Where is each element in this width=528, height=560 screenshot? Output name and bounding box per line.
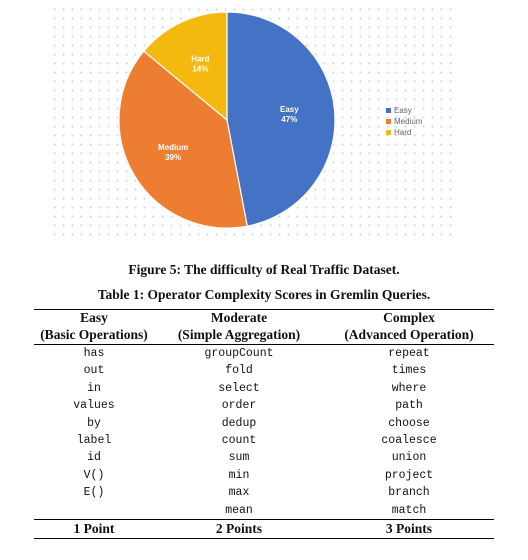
cell-easy-operator: in bbox=[87, 381, 101, 395]
slice-percent-hard: 14% bbox=[192, 64, 208, 73]
cell-complex-operator: project bbox=[384, 468, 434, 482]
cell-moderate-operator: sum bbox=[228, 451, 250, 465]
cell-moderate-operator: min bbox=[228, 468, 250, 482]
cell-complex-operator: choose bbox=[388, 416, 430, 430]
cell-easy-operator: label bbox=[76, 434, 112, 448]
cell-moderate-operator: groupCount bbox=[204, 347, 274, 360]
operator-complexity-table: Easy Moderate Complex (Basic Operations)… bbox=[34, 309, 494, 540]
table-row: label count coalesce bbox=[34, 432, 494, 449]
slice-percent-easy: 47% bbox=[281, 115, 297, 124]
cell-moderate-operator: max bbox=[228, 486, 250, 500]
legend-label-medium: Medium bbox=[394, 117, 423, 126]
pie-slice-hard bbox=[142, 11, 228, 122]
footer-easy-points: 1 Point bbox=[34, 519, 154, 540]
cell-complex-operator: union bbox=[391, 451, 427, 465]
cell-moderate-operator: dedup bbox=[221, 416, 257, 430]
pie-slices bbox=[118, 11, 336, 229]
subheader-complex: (Advanced Operation) bbox=[324, 326, 494, 345]
cell-easy-operator: V() bbox=[83, 468, 105, 482]
header-complex: Complex bbox=[324, 309, 494, 326]
slice-percent-medium: 39% bbox=[165, 153, 181, 162]
table-header-row: Easy Moderate Complex bbox=[34, 309, 494, 326]
table-row: out fold times bbox=[34, 362, 494, 379]
cell-moderate-operator: mean bbox=[225, 503, 253, 517]
cell-complex-operator: path bbox=[395, 399, 423, 413]
legend-label-easy: Easy bbox=[394, 106, 412, 115]
cell-easy-operator: id bbox=[87, 451, 101, 465]
table-subheader-row: (Basic Operations) (Simple Aggregation) … bbox=[34, 326, 494, 345]
cell-easy-operator: out bbox=[83, 364, 105, 378]
table-body: has groupCount repeat out fold times in select w… bbox=[34, 345, 494, 520]
legend-label-hard: Hard bbox=[394, 128, 411, 137]
table-row: has groupCount repeat bbox=[34, 345, 494, 363]
pie-slice-medium bbox=[118, 50, 248, 229]
cell-moderate-operator: fold bbox=[225, 364, 253, 378]
cell-complex-operator: repeat bbox=[388, 347, 430, 360]
pie-slice-easy bbox=[226, 11, 336, 227]
footer-moderate-points: 2 Points bbox=[154, 519, 324, 540]
table-row: E() max branch bbox=[34, 484, 494, 501]
header-moderate: Moderate bbox=[154, 309, 324, 326]
slice-label-medium: Medium bbox=[158, 143, 188, 152]
table-footer-row: 1 Point 2 Points 3 Points bbox=[34, 519, 494, 540]
slice-label-hard: Hard bbox=[191, 54, 209, 63]
subheader-easy: (Basic Operations) bbox=[34, 326, 154, 345]
chart-legend: Easy Medium Hard bbox=[386, 106, 423, 137]
cell-complex-operator: coalesce bbox=[381, 434, 437, 448]
table-row: by dedup choose bbox=[34, 415, 494, 432]
cell-easy-operator: values bbox=[73, 399, 115, 413]
table-row: V() min project bbox=[34, 467, 494, 484]
header-easy: Easy bbox=[34, 309, 154, 326]
cell-easy-operator: has bbox=[83, 347, 105, 360]
cell-moderate-operator: count bbox=[221, 434, 257, 448]
legend-swatch-hard bbox=[386, 130, 391, 135]
table-row: values order path bbox=[34, 397, 494, 414]
pie-chart: Easy 47% Medium 39% Hard 14% Easy Medium Hard bbox=[50, 5, 454, 239]
slice-label-easy: Easy bbox=[280, 105, 299, 114]
cell-easy-operator: by bbox=[87, 416, 101, 430]
footer-complex-points: 3 Points bbox=[324, 519, 494, 540]
cell-complex-operator: times bbox=[391, 364, 427, 378]
cell-complex-operator: branch bbox=[388, 486, 430, 500]
table-caption: Table 1: Operator Complexity Scores in G… bbox=[97, 287, 431, 302]
legend-swatch-easy bbox=[386, 108, 391, 113]
cell-easy-operator bbox=[34, 502, 154, 520]
legend-swatch-medium bbox=[386, 119, 391, 124]
table-row: in select where bbox=[34, 380, 494, 397]
cell-complex-operator: where bbox=[391, 381, 427, 395]
cell-complex-operator: match bbox=[391, 503, 427, 517]
cell-moderate-operator: order bbox=[221, 399, 257, 413]
table-row: id sum union bbox=[34, 449, 494, 466]
cell-moderate-operator: select bbox=[218, 381, 260, 395]
figure-caption: Figure 5: The difficulty of Real Traffic… bbox=[128, 262, 400, 277]
cell-easy-operator: E() bbox=[83, 486, 105, 500]
subheader-moderate: (Simple Aggregation) bbox=[154, 326, 324, 345]
table-row: mean match bbox=[34, 502, 494, 520]
